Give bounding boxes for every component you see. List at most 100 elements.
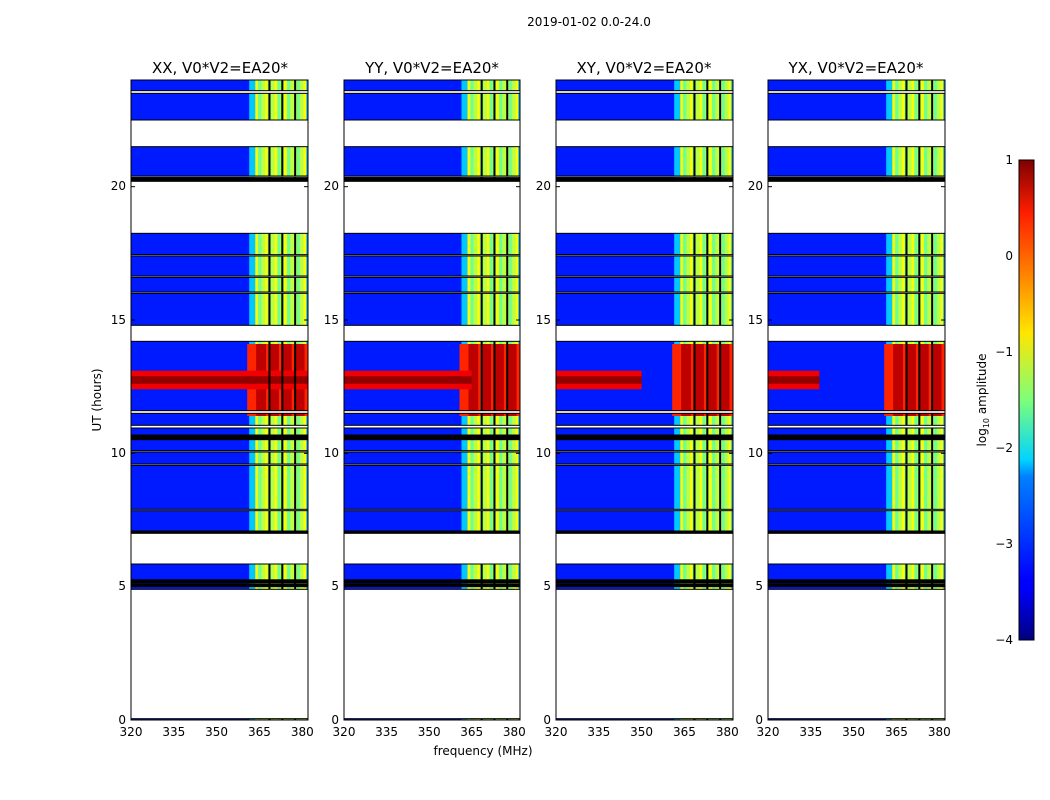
rfi-channel: [290, 413, 294, 426]
flag-line: [344, 434, 520, 438]
y-tick-label: 5: [118, 579, 126, 593]
segment-edge: [768, 451, 945, 453]
strong-rfi-channel: [506, 413, 517, 416]
rfi-channel: [911, 146, 915, 176]
segment-edge: [131, 92, 308, 94]
rfi-channel: [712, 586, 716, 590]
gap-channel: [493, 510, 496, 534]
gap-channel: [294, 452, 297, 464]
gap-channel: [281, 80, 284, 91]
segment-edge: [131, 340, 308, 342]
x-tick-label: 350: [842, 725, 865, 739]
rfi-channel: [898, 80, 902, 91]
rfi-channel: [728, 413, 732, 426]
rfi-channel: [274, 465, 278, 510]
rfi-channel: [686, 146, 690, 176]
rfi-channel: [680, 586, 683, 590]
strong-rfi-channel: [918, 344, 929, 411]
rfi-channel: [712, 465, 716, 510]
rfi-edge: [306, 80, 308, 91]
gap-channel: [268, 146, 271, 176]
rfi-channel: [486, 510, 490, 534]
rfi-channel: [933, 586, 937, 590]
rfi-channel: [486, 146, 490, 176]
rfi-channel: [287, 256, 291, 276]
rfi-channel: [914, 80, 918, 91]
rfi-channel: [287, 586, 291, 590]
segment-edge: [768, 291, 945, 293]
x-tick-label: 380: [928, 725, 951, 739]
strong-rfi-channel: [906, 413, 916, 416]
rfi-channel: [696, 93, 699, 120]
rfi-channel: [901, 465, 905, 510]
rfi-channel: [924, 465, 928, 510]
rfi-channel: [499, 564, 503, 580]
x-axis-label: frequency (MHz): [433, 744, 532, 758]
rfi-channel: [271, 510, 274, 534]
rfi-channel: [502, 465, 506, 510]
rfi-channel: [473, 564, 477, 580]
rfi-channel: [901, 256, 905, 276]
rfi-channel: [937, 80, 940, 91]
rfi-channel: [258, 256, 262, 276]
rfi-channel: [277, 586, 281, 590]
rfi-channel: [924, 293, 928, 326]
rfi-edge: [249, 233, 256, 255]
y-tick-label: 15: [536, 313, 551, 327]
rfi-channel: [264, 93, 268, 120]
rfi-channel: [699, 80, 703, 91]
rfi-edge: [943, 256, 945, 276]
rfi-channel: [512, 277, 515, 292]
rfi-channel: [728, 93, 732, 120]
rfi-edge: [674, 256, 681, 276]
rfi-channel: [914, 718, 918, 720]
gap-channel: [294, 564, 297, 580]
rfi-channel: [274, 564, 278, 580]
rfi-channel: [473, 586, 477, 590]
y-axis: 0 5 10 15 20: [324, 179, 339, 727]
rfi-channel: [261, 277, 265, 292]
rfi-channel: [911, 413, 915, 426]
gap-channel: [506, 564, 509, 580]
rfi-channel: [933, 465, 937, 510]
rfi-channel: [709, 564, 712, 580]
segment-edge: [768, 586, 945, 588]
rfi-channel: [502, 718, 506, 720]
rfi-channel: [933, 256, 937, 276]
rfi-channel: [680, 93, 683, 120]
segment-edge: [556, 180, 733, 182]
rfi-channel: [255, 413, 258, 426]
strong-rfi-channel: [918, 413, 929, 416]
rfi-channel: [921, 564, 924, 580]
rfi-channel: [255, 146, 258, 176]
segment-edge: [131, 412, 308, 414]
rfi-channel: [683, 146, 687, 176]
rfi-edge: [731, 586, 733, 590]
rfi-channel: [683, 413, 687, 426]
y-tick-label: 0: [331, 713, 339, 727]
rfi-channel: [486, 586, 490, 590]
segment-edge: [556, 92, 733, 94]
rfi-channel: [296, 80, 300, 91]
gap-channel: [480, 146, 483, 176]
rfi-channel: [303, 233, 307, 255]
rfi-channel: [486, 93, 490, 120]
gap-channel: [719, 718, 722, 720]
rfi-channel: [473, 80, 477, 91]
rfi-edge: [518, 510, 520, 534]
rfi-channel: [496, 93, 499, 120]
rfi-channel: [515, 93, 519, 120]
rfi-channel: [725, 233, 728, 255]
rfi-channel: [680, 80, 683, 91]
rfi-channel: [702, 564, 706, 580]
segment-edge: [556, 276, 733, 278]
rfi-channel: [689, 718, 693, 720]
rfi-channel: [296, 586, 300, 590]
rfi-channel: [895, 293, 899, 326]
rfi-edge: [249, 510, 256, 534]
rfi-channel: [725, 564, 728, 580]
rfi-edge: [943, 80, 945, 91]
rfi-channel: [721, 413, 725, 426]
rfi-channel: [715, 564, 719, 580]
panel-title: XX, V0*V2=EA20*: [152, 59, 289, 77]
